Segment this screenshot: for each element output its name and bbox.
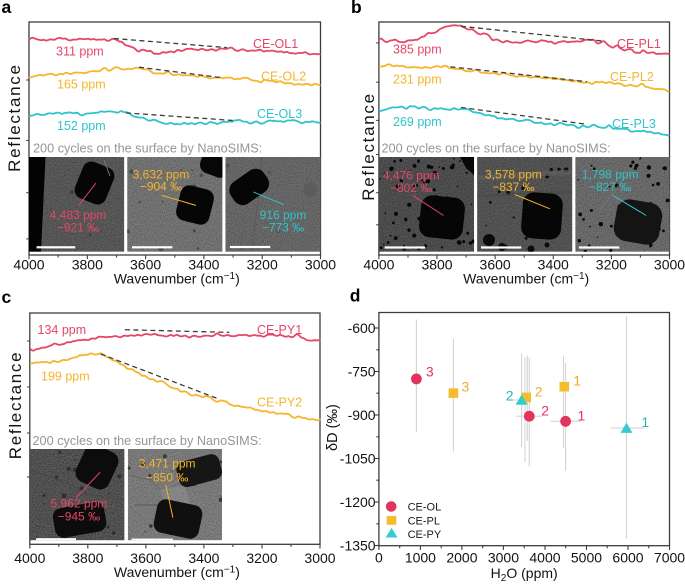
svg-text:−921 ‰: −921 ‰ [57, 221, 99, 235]
svg-text:2: 2 [506, 387, 514, 403]
svg-text:4,476 ppm: 4,476 ppm [383, 169, 440, 183]
svg-text:Reflectance: Reflectance [5, 63, 24, 171]
svg-text:152 ppm: 152 ppm [57, 119, 106, 133]
svg-text:−904 ‰: −904 ‰ [140, 180, 182, 194]
svg-text:3400: 3400 [188, 256, 219, 272]
svg-text:3200: 3200 [596, 256, 627, 272]
svg-text:3800: 3800 [421, 256, 452, 272]
svg-text:CE-PY1: CE-PY1 [257, 323, 302, 337]
svg-text:1000: 1000 [405, 550, 436, 566]
svg-text:3400: 3400 [538, 256, 569, 272]
svg-text:3,578 ppm: 3,578 ppm [485, 168, 542, 182]
svg-text:2: 2 [541, 402, 549, 418]
svg-text:3200: 3200 [247, 256, 278, 272]
svg-text:H2O (ppm): H2O (ppm) [491, 565, 558, 583]
svg-text:d: d [350, 286, 361, 306]
svg-text:231 ppm: 231 ppm [393, 72, 442, 86]
svg-text:5,962 ppm: 5,962 ppm [51, 497, 108, 511]
svg-text:CE-PY: CE-PY [408, 529, 442, 541]
svg-text:-1200: -1200 [340, 494, 376, 510]
svg-text:4000: 4000 [13, 256, 44, 272]
svg-text:6000: 6000 [612, 550, 643, 566]
svg-text:CE-OL: CE-OL [408, 501, 442, 513]
svg-text:1: 1 [641, 414, 649, 430]
svg-text:CE-OL3: CE-OL3 [257, 107, 302, 121]
svg-text:CE-PL2: CE-PL2 [610, 70, 654, 84]
svg-text:916 ppm: 916 ppm [260, 208, 307, 222]
svg-text:c: c [2, 287, 12, 307]
svg-text:-1350: -1350 [340, 537, 376, 553]
svg-text:134 ppm: 134 ppm [38, 323, 87, 337]
svg-text:Wavenumber (cm−1): Wavenumber (cm−1) [463, 271, 589, 287]
svg-text:4000: 4000 [14, 550, 45, 566]
svg-text:-750: -750 [348, 363, 376, 379]
svg-text:200 cycles on the surface by N: 200 cycles on the surface by NanoSIMS: [33, 434, 262, 448]
svg-text:200 cycles on the surface by N: 200 cycles on the surface by NanoSIMS: [382, 142, 611, 156]
svg-text:3600: 3600 [480, 256, 511, 272]
svg-text:1: 1 [573, 373, 581, 389]
svg-text:4000: 4000 [363, 256, 394, 272]
svg-text:3800: 3800 [72, 256, 103, 272]
svg-text:CE-OL1: CE-OL1 [253, 37, 298, 51]
svg-text:3: 3 [426, 364, 434, 380]
svg-text:−837 ‰: −837 ‰ [492, 180, 534, 194]
svg-text:2000: 2000 [446, 550, 477, 566]
svg-text:311 ppm: 311 ppm [56, 45, 104, 59]
svg-text:3: 3 [462, 379, 470, 395]
svg-text:δD (‰): δD (‰) [325, 404, 341, 451]
svg-text:385 ppm: 385 ppm [393, 43, 442, 57]
svg-text:−850 ‰: −850 ‰ [146, 471, 188, 485]
svg-text:3600: 3600 [130, 256, 161, 272]
svg-text:3000: 3000 [654, 256, 685, 272]
svg-text:CE-PL3: CE-PL3 [612, 117, 656, 131]
svg-text:b: b [351, 0, 362, 17]
svg-text:−773 ‰: −773 ‰ [262, 221, 304, 235]
svg-text:CE-PL: CE-PL [408, 515, 440, 527]
svg-text:−945 ‰: −945 ‰ [58, 509, 100, 523]
svg-text:−802 ‰: −802 ‰ [390, 181, 432, 195]
svg-text:−827 ‰: −827 ‰ [589, 180, 631, 194]
svg-text:Reflectance: Reflectance [359, 92, 378, 200]
svg-text:1: 1 [578, 407, 586, 423]
svg-text:3000: 3000 [304, 550, 335, 566]
svg-text:3,471 ppm: 3,471 ppm [139, 457, 196, 471]
svg-text:-900: -900 [348, 407, 376, 423]
svg-text:269 ppm: 269 ppm [393, 115, 442, 129]
svg-text:-1050: -1050 [340, 450, 376, 466]
svg-text:7000: 7000 [654, 550, 685, 566]
svg-text:2: 2 [535, 384, 543, 400]
svg-text:3400: 3400 [188, 550, 219, 566]
svg-text:5000: 5000 [571, 550, 602, 566]
svg-text:a: a [2, 0, 12, 17]
svg-text:3000: 3000 [488, 550, 519, 566]
svg-text:4000: 4000 [529, 550, 560, 566]
svg-text:4,483 ppm: 4,483 ppm [50, 208, 107, 222]
svg-text:3200: 3200 [246, 550, 277, 566]
svg-text:3,632 ppm: 3,632 ppm [133, 168, 190, 182]
svg-text:-600: -600 [348, 320, 376, 336]
svg-text:3800: 3800 [72, 550, 103, 566]
svg-text:Reflectance: Reflectance [6, 351, 25, 459]
svg-text:3600: 3600 [130, 550, 161, 566]
svg-text:CE-PL1: CE-PL1 [617, 37, 661, 51]
svg-text:3000: 3000 [305, 256, 336, 272]
svg-text:199 ppm: 199 ppm [41, 370, 90, 384]
svg-text:CE-OL2: CE-OL2 [261, 70, 306, 84]
svg-text:0: 0 [375, 550, 383, 566]
svg-text:CE-PY2: CE-PY2 [257, 395, 302, 409]
svg-text:1,798 ppm: 1,798 ppm [582, 168, 639, 182]
svg-text:165 ppm: 165 ppm [57, 78, 106, 92]
svg-text:Wavenumber (cm−1): Wavenumber (cm−1) [114, 564, 240, 580]
svg-text:200 cycles on the surface by N: 200 cycles on the surface by NanoSIMS: [33, 142, 262, 156]
svg-text:Wavenumber (cm−1): Wavenumber (cm−1) [114, 271, 240, 287]
